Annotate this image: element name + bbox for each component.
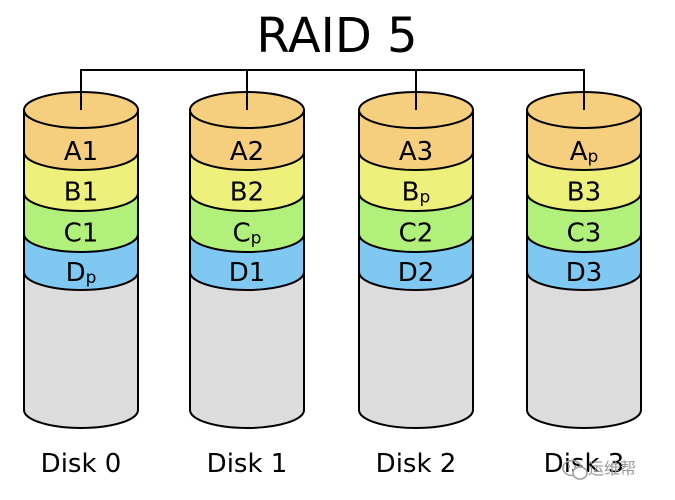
block-label-main: D1 xyxy=(229,258,266,288)
disk-array: A1 B1 C1 Dp Disk 0 A2 B2 Cp D1 Disk 1 A3 Bp C2 D2 Disk… xyxy=(23,91,642,479)
parity-subscript: p xyxy=(588,147,599,167)
block-label-main: A2 xyxy=(230,137,264,167)
bus-connectors xyxy=(80,69,585,110)
block-label-main: B2 xyxy=(230,178,264,208)
watermark: 运维帮 xyxy=(562,459,636,480)
block-label: A1 xyxy=(64,137,98,167)
block-label: Dp xyxy=(66,258,97,288)
watermark-text: 运维帮 xyxy=(588,459,636,478)
disk-body xyxy=(189,271,305,429)
block-label: C3 xyxy=(567,219,602,249)
block-label: C1 xyxy=(64,219,99,249)
block-label: Ap xyxy=(570,137,599,167)
block-label: D1 xyxy=(229,258,266,288)
block-label: A2 xyxy=(230,137,264,167)
disk-label: Disk 2 xyxy=(376,449,457,479)
disk-label: Disk 0 xyxy=(41,449,122,479)
parity-subscript: p xyxy=(251,229,262,249)
block-label: Cp xyxy=(233,219,262,249)
block-label-main: A xyxy=(570,137,588,167)
block-label-main: C3 xyxy=(567,219,602,249)
disk-body xyxy=(526,271,642,429)
block-label: D2 xyxy=(398,258,435,288)
block-label: B1 xyxy=(64,178,98,208)
disk-1: A2 B2 Cp D1 Disk 1 xyxy=(189,91,305,479)
block-label-main: C xyxy=(233,219,251,249)
parity-subscript: p xyxy=(86,268,97,288)
block-label-main: D2 xyxy=(398,258,435,288)
block-label-main: A3 xyxy=(399,137,433,167)
block-label-main: D xyxy=(66,258,86,288)
block-label-main: B1 xyxy=(64,178,98,208)
block-label-main: B xyxy=(402,178,420,208)
block-label: D3 xyxy=(566,258,603,288)
block-label-main: D3 xyxy=(566,258,603,288)
block-label-main: C1 xyxy=(64,219,99,249)
block-label: Bp xyxy=(402,178,431,208)
block-label: A3 xyxy=(399,137,433,167)
block-label-main: C2 xyxy=(399,219,434,249)
diagram-title: RAID 5 xyxy=(256,8,417,64)
disk-0: A1 B1 C1 Dp Disk 0 xyxy=(23,91,139,479)
disk-body xyxy=(23,271,139,429)
disk-label: Disk 1 xyxy=(207,449,288,479)
block-label-main: A1 xyxy=(64,137,98,167)
disk-body xyxy=(358,271,474,429)
block-label-main: B3 xyxy=(567,178,601,208)
wechat-icon xyxy=(562,459,588,480)
parity-subscript: p xyxy=(420,188,431,208)
disk-2: A3 Bp C2 D2 Disk 2 xyxy=(358,91,474,479)
block-label: C2 xyxy=(399,219,434,249)
block-label: B3 xyxy=(567,178,601,208)
block-label: B2 xyxy=(230,178,264,208)
